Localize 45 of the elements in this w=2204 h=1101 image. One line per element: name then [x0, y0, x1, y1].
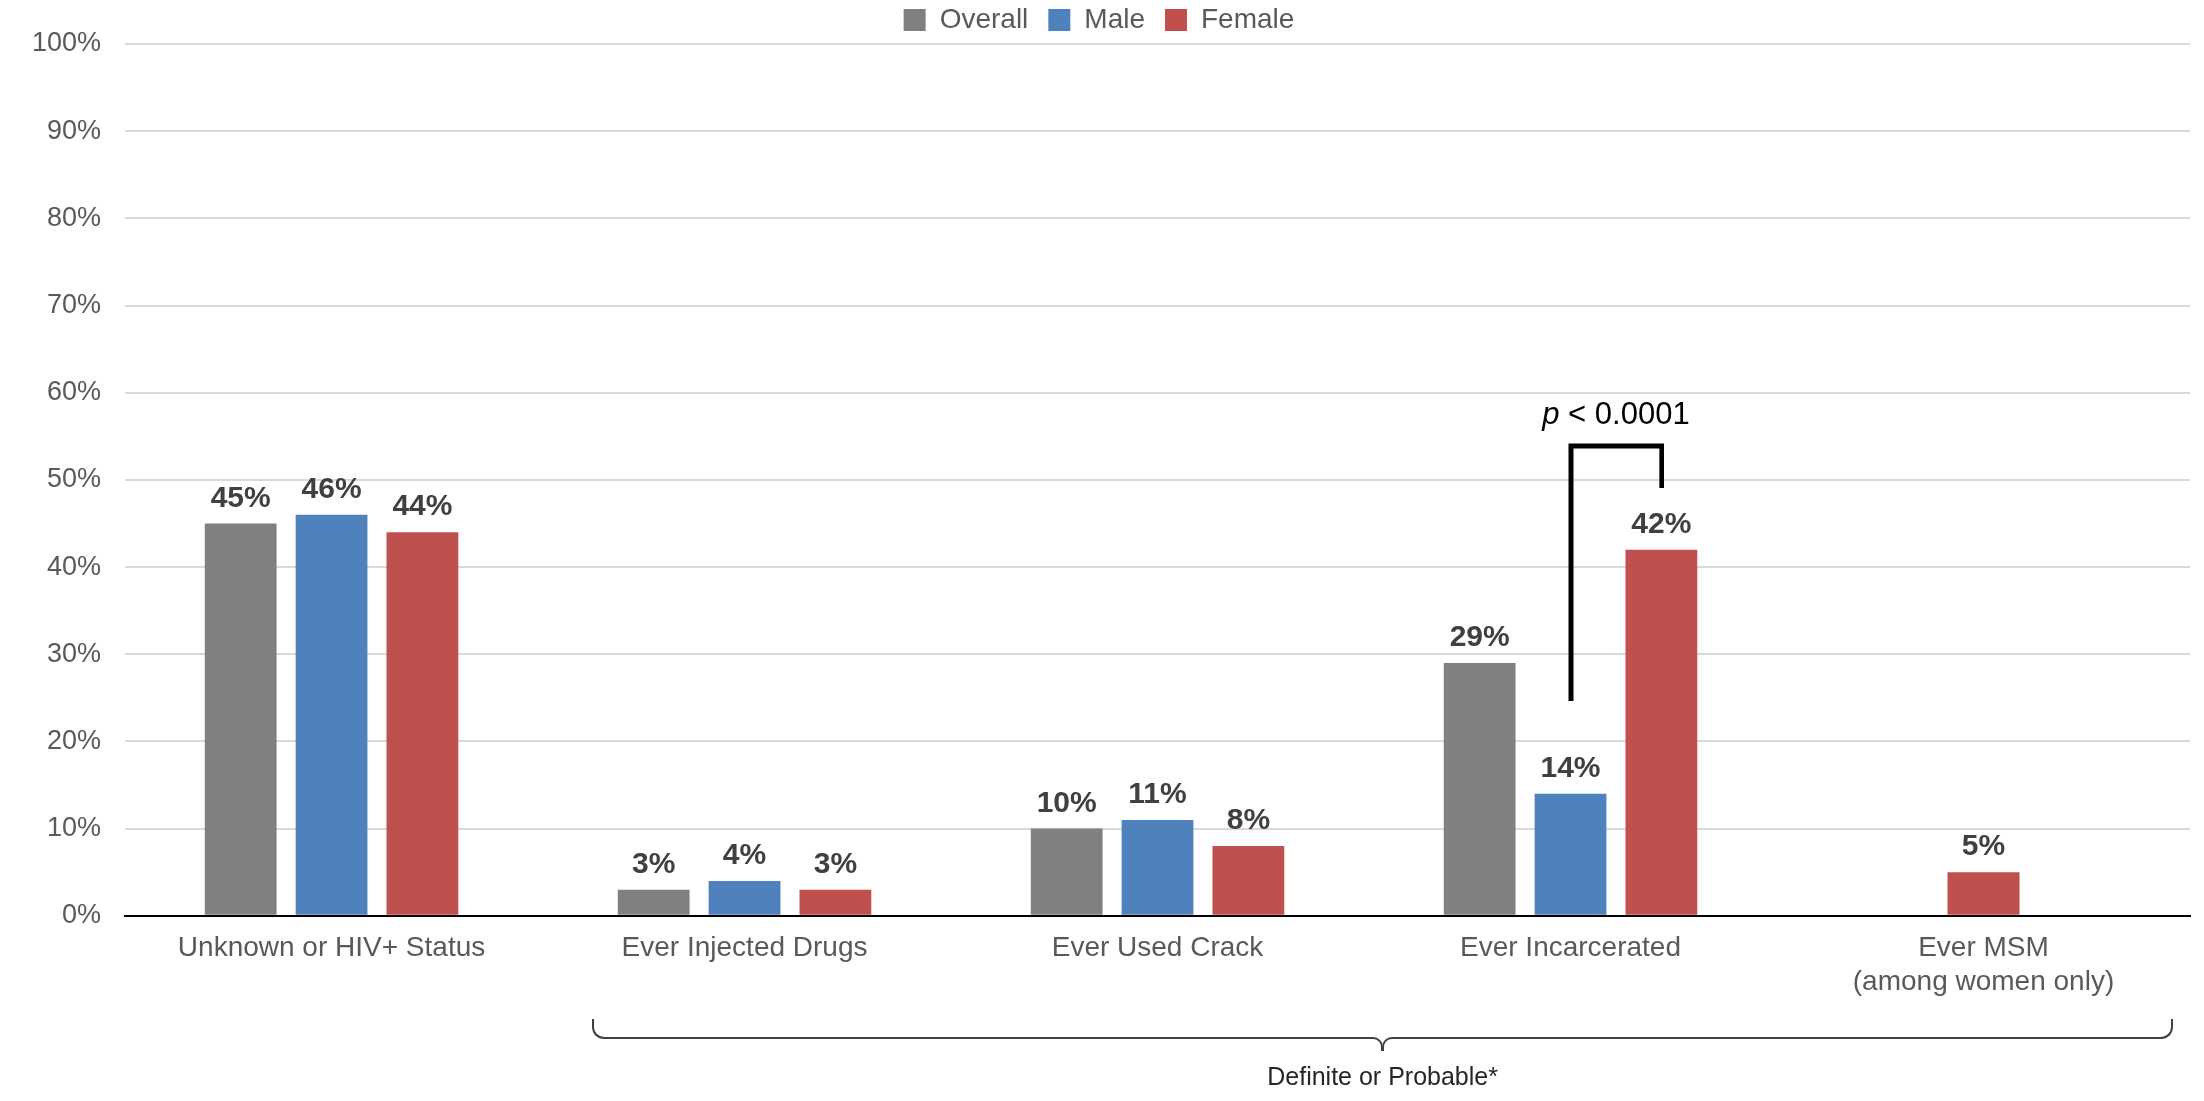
y-tick-label: 60%: [47, 376, 102, 407]
bar: [386, 532, 459, 915]
data-label: 14%: [1540, 750, 1601, 784]
data-label: 46%: [301, 471, 362, 505]
data-label: 29%: [1449, 619, 1510, 653]
text: Definite or Probable*: [1267, 1061, 1498, 1091]
y-tick-label: 80%: [47, 201, 102, 232]
data-label: 3%: [632, 845, 676, 879]
y-tick-label: 20%: [47, 724, 102, 755]
bar: [204, 523, 277, 915]
bar: [1030, 828, 1103, 915]
bar: [1121, 819, 1194, 915]
legend-label: Overall: [939, 2, 1029, 34]
y-tick-label: 100%: [31, 27, 102, 58]
x-tick-label: Ever Injected Drugs: [621, 931, 868, 963]
data-label: 42%: [1631, 505, 1692, 539]
data-label: 45%: [210, 479, 271, 513]
data-label: 11%: [1128, 776, 1187, 810]
bar: [295, 514, 368, 915]
data-label: 5%: [1961, 828, 2006, 862]
legend-label: Male: [1084, 2, 1146, 34]
x-tick-label: Unknown or HIV+ Status: [177, 931, 486, 963]
legend-label: Female: [1201, 2, 1295, 34]
data-label: 3%: [813, 845, 858, 879]
y-tick-label: 10%: [47, 812, 102, 843]
y-tick-label: 90%: [47, 114, 102, 145]
data-label: 8%: [1226, 802, 1271, 836]
bar: [1534, 793, 1607, 915]
data-label: 10%: [1036, 784, 1097, 818]
bar: [1443, 662, 1516, 915]
y-tick-label: 50%: [47, 463, 102, 494]
y-tick-label: 70%: [47, 288, 102, 319]
bar: [1212, 846, 1285, 915]
y-tick-label: 0%: [62, 899, 102, 930]
bar: [799, 889, 872, 915]
y-tick-label: 40%: [47, 550, 102, 581]
x-tick-label: Ever Used Crack: [1051, 931, 1265, 963]
data-label: 4%: [722, 837, 767, 871]
x-tick-label: Ever Incarcerated: [1460, 931, 1682, 963]
bar: [617, 889, 690, 915]
annotation: p < 0.0001: [1542, 395, 1690, 432]
y-tick-label: 30%: [47, 637, 102, 668]
data-label: 44%: [392, 488, 453, 522]
x-tick-label: Ever MSM (among women only): [1852, 931, 2115, 996]
bar: [708, 880, 781, 915]
